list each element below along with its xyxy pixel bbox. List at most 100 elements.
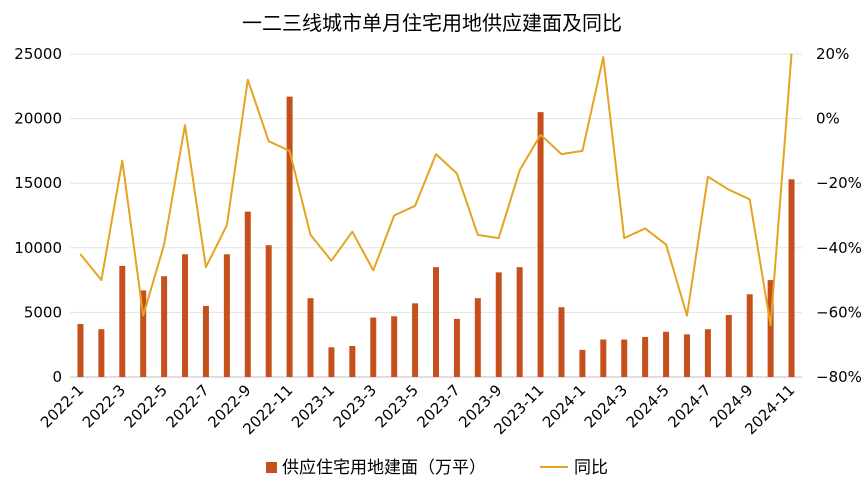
legend-swatch-bar [266, 462, 277, 473]
line-point [623, 237, 626, 239]
line-point [456, 172, 458, 175]
bar [474, 298, 481, 377]
bar [244, 211, 251, 377]
bar [579, 349, 586, 377]
bar [223, 254, 230, 377]
bar [119, 265, 126, 377]
line-point [393, 214, 395, 217]
line-point [539, 133, 542, 136]
bar [453, 318, 460, 377]
bar [537, 112, 544, 377]
line-point [790, 53, 793, 55]
x-tick-label: 2024-3 [581, 381, 631, 431]
bar [767, 280, 774, 377]
line-point [414, 205, 416, 207]
bar [704, 329, 711, 377]
bar [788, 179, 795, 377]
bar [746, 294, 753, 377]
line-point [477, 234, 479, 236]
line-point [79, 253, 82, 256]
x-tick-label: 2022-3 [79, 381, 129, 431]
line-point [288, 150, 291, 152]
y-left-tick-label: 5000 [24, 303, 62, 321]
line-point [142, 314, 144, 317]
x-axis: 2022-12022-32022-52022-72022-92022-11202… [37, 381, 798, 438]
bar [663, 331, 670, 377]
x-tick-label: 2024-7 [664, 381, 714, 431]
legend-label-line: 同比 [574, 458, 608, 478]
y-right-tick-label: 0% [816, 110, 840, 128]
x-tick-label: 2022-5 [121, 381, 171, 431]
bar [725, 314, 732, 377]
line-point [769, 324, 772, 327]
line-point [351, 230, 354, 233]
bar [642, 336, 649, 377]
legend-label-bar: 供应住宅用地建面（万平） [282, 458, 486, 478]
bar [328, 347, 335, 377]
line-point [246, 79, 249, 81]
line-point [267, 140, 270, 143]
bar [286, 96, 293, 378]
line-point [184, 124, 186, 126]
line-point [748, 198, 751, 201]
line-point [163, 243, 165, 246]
line-point [309, 234, 312, 236]
y-right-tick-label: −60% [816, 303, 862, 321]
y-left-tick-label: 0 [52, 368, 62, 386]
bar [98, 329, 105, 377]
chart-title: 一二三线城市单月住宅用地供应建面及同比 [242, 11, 622, 35]
y-right-tick-label: 20% [816, 45, 849, 63]
x-tick-label: 2022-1 [37, 381, 87, 431]
bar [516, 267, 523, 377]
line-point [728, 188, 730, 191]
y-left-tick-label: 25000 [14, 45, 62, 63]
bar [182, 254, 189, 377]
bar [307, 298, 314, 377]
line-point [372, 269, 375, 272]
y-left-tick-label: 10000 [14, 239, 62, 257]
bar [161, 276, 168, 377]
bar [683, 334, 690, 377]
line-point [330, 259, 333, 262]
y-right-tick-label: −40% [816, 239, 862, 257]
x-tick-label: 2024-5 [623, 381, 673, 431]
bar [140, 290, 147, 377]
legend: 供应住宅用地建面（万平） 同比 [266, 458, 608, 478]
bar [621, 339, 628, 377]
line-point [121, 159, 124, 162]
x-tick-label: 2023-5 [372, 381, 422, 431]
line-point [707, 175, 709, 178]
bar [495, 272, 502, 377]
line-point [100, 279, 103, 281]
bar [77, 324, 84, 377]
bar [265, 245, 272, 377]
y-axis-right: −80% −60% −40% −20% 0% 20% [816, 45, 862, 386]
bar [558, 307, 565, 377]
bar [600, 339, 607, 377]
bar [349, 345, 356, 377]
line-point [644, 227, 646, 230]
line-point [665, 243, 667, 246]
line-point [581, 150, 584, 152]
x-tick-label: 2024-1 [539, 381, 589, 431]
y-left-tick-label: 15000 [14, 174, 62, 192]
y-axis-left: 0 5000 10000 15000 20000 25000 [14, 45, 62, 386]
bar [202, 305, 209, 377]
line-point [686, 314, 688, 317]
y-left-tick-label: 20000 [14, 110, 62, 128]
bar [433, 267, 439, 377]
line-point [518, 169, 521, 172]
bar-series [77, 96, 795, 378]
line-point [497, 237, 500, 239]
bar [412, 303, 419, 377]
line-point [435, 153, 437, 155]
gridlines [70, 53, 802, 378]
bar [391, 316, 398, 377]
y-right-tick-label: −80% [816, 368, 862, 386]
line-point [205, 266, 207, 268]
x-tick-label: 2022-7 [162, 381, 212, 431]
x-tick-label: 2023-7 [413, 381, 463, 431]
line-point [602, 56, 605, 59]
